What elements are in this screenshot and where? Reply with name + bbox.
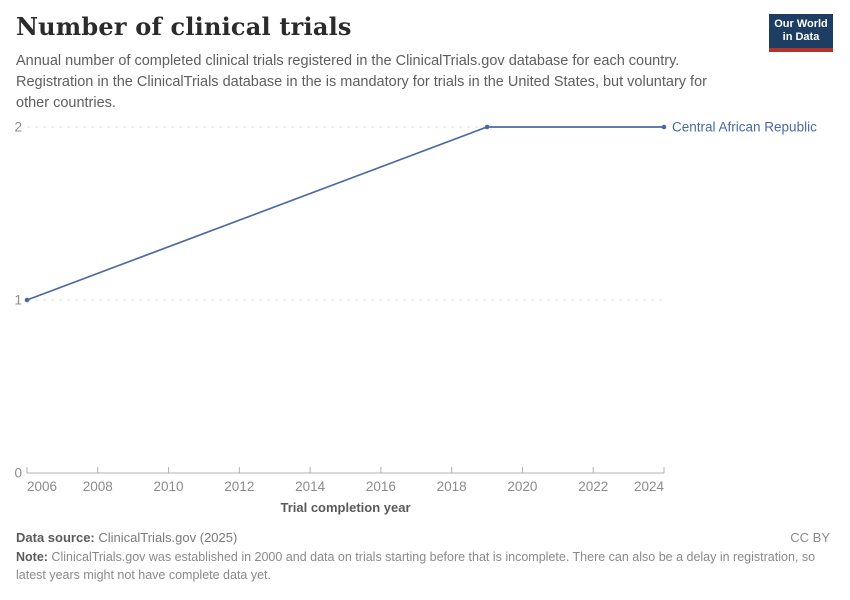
y-tick-label: 0 <box>14 466 22 481</box>
data-point-marker <box>484 124 490 130</box>
y-tick-label: 2 <box>14 120 22 135</box>
footer-source-row: Data source: ClinicalTrials.gov (2025) C… <box>16 530 830 545</box>
x-axis-title: Trial completion year <box>280 500 410 515</box>
chart-title: Number of clinical trials <box>16 12 352 41</box>
y-tick-label: 1 <box>14 293 22 308</box>
note-value: ClinicalTrials.gov was established in 20… <box>16 550 816 582</box>
series-line <box>26 126 664 301</box>
footer-note: Note: ClinicalTrials.gov was established… <box>16 549 822 584</box>
owid-logo-line1: Our World <box>774 18 828 30</box>
x-tick-label: 2006 <box>27 479 57 494</box>
chart-subtitle-line: Registration in the ClinicalTrials datab… <box>16 74 707 90</box>
note-label: Note: <box>16 550 48 564</box>
chart-subtitle-line: Annual number of completed clinical tria… <box>16 53 680 69</box>
data-point-marker <box>661 124 667 130</box>
chart-subtitle-line: other countries. <box>16 95 116 111</box>
x-tick-label: 2016 <box>366 479 396 494</box>
series-label: Central African Republic <box>672 120 817 135</box>
owid-logo-line2: in Data <box>782 31 820 43</box>
x-tick-label: 2024 <box>634 479 665 494</box>
x-tick-label: 2014 <box>295 479 326 494</box>
x-tick-label: 2010 <box>154 479 184 494</box>
x-tick-label: 2012 <box>224 479 254 494</box>
data-source-text: Data source: ClinicalTrials.gov (2025) <box>16 530 237 545</box>
data-source-value: ClinicalTrials.gov (2025) <box>94 530 238 545</box>
license-link[interactable]: CC BY <box>790 530 830 545</box>
x-tick-label: 2008 <box>83 479 113 494</box>
x-tick-label: 2020 <box>507 479 537 494</box>
x-tick-label: 2018 <box>437 479 467 494</box>
owid-logo[interactable]: Our World in Data <box>769 14 833 52</box>
x-tick-label: 2022 <box>578 479 608 494</box>
chart-subtitle: Annual number of completed clinical tria… <box>16 51 707 114</box>
data-point-marker <box>24 297 30 303</box>
data-source-label: Data source: <box>16 530 95 545</box>
